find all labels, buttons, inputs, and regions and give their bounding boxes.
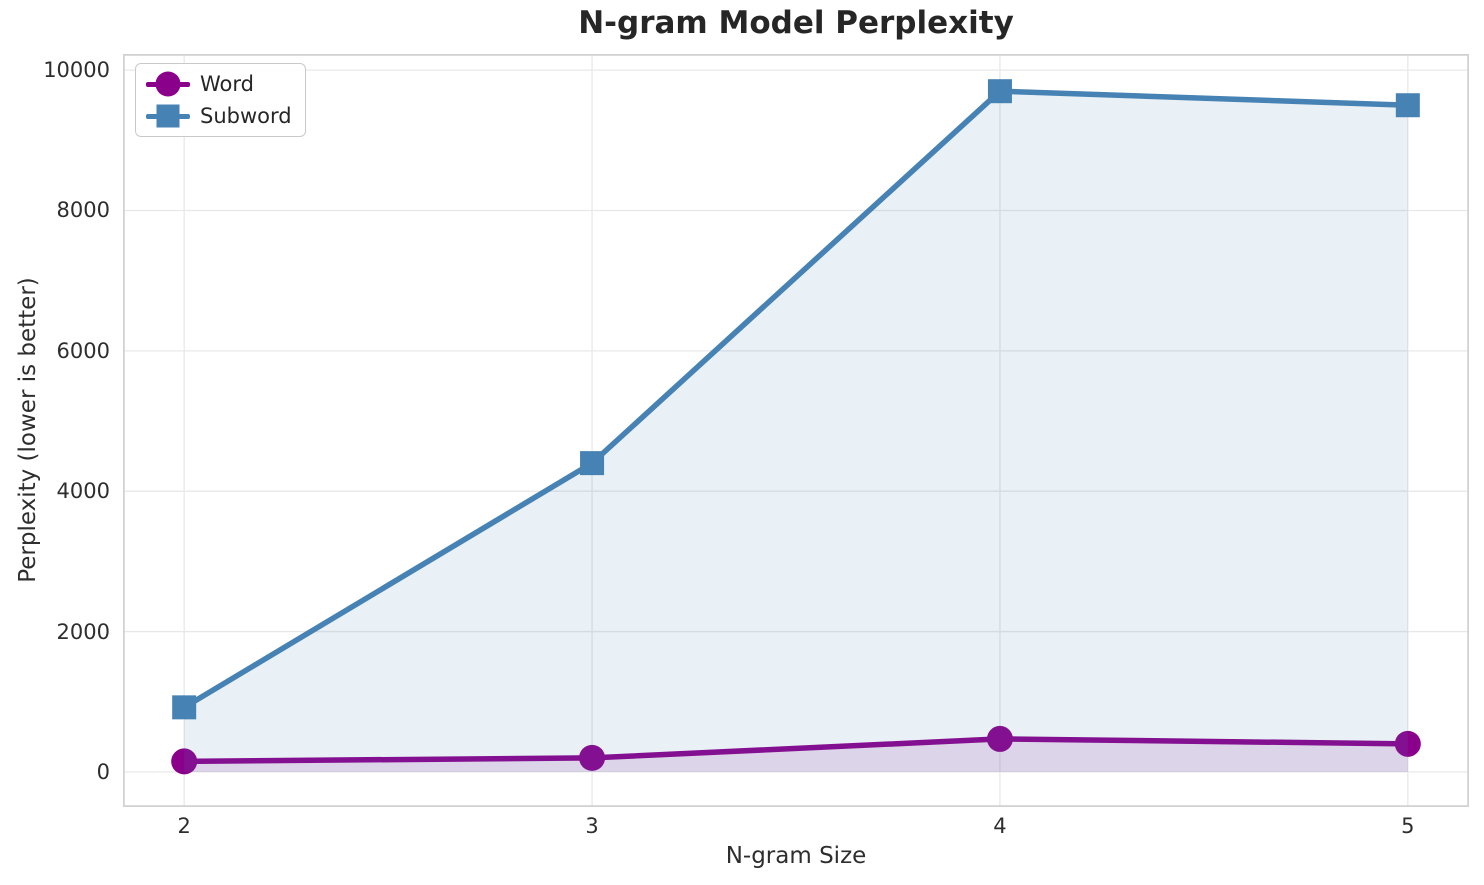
y-tick-label-6000: 6000 [56, 338, 110, 363]
marker-word-4 [986, 725, 1013, 752]
legend-label-word: Word [200, 72, 254, 96]
plot-border [123, 54, 1469, 807]
line-word [184, 736, 1408, 765]
legend-label-subword: Subword [200, 104, 292, 128]
marker-word-2 [171, 748, 198, 775]
y-tick-label-4000: 4000 [56, 479, 110, 504]
y-tick-label-2000: 2000 [56, 619, 110, 644]
line-subword [182, 88, 1408, 710]
legend-marker-sample [155, 71, 181, 97]
area-subword [184, 91, 1408, 772]
legend-word-circle-icon [146, 70, 190, 98]
legend: Word Subword [135, 63, 306, 137]
marker-subword-3 [580, 451, 605, 476]
chart-title: N-gram Model Perplexity [578, 5, 1014, 41]
marker-word-5 [1394, 730, 1421, 757]
legend-marker-sample [156, 104, 180, 128]
marker-subword-2 [172, 695, 197, 720]
area-word [184, 738, 1408, 772]
legend-subword-square-icon [146, 102, 190, 130]
x-tick-label-4: 4 [993, 814, 1007, 838]
plot-area: Word Subword [123, 54, 1469, 807]
marker-subword-4 [987, 79, 1012, 104]
y-tick-label-0: 0 [96, 759, 110, 784]
y-tick-label-10000: 10000 [43, 58, 110, 83]
legend-item-subword: Subword [146, 101, 292, 131]
y-axis-label: Perplexity (lower is better) [15, 277, 41, 583]
x-tick-label-3: 3 [585, 814, 599, 838]
marker-word-3 [579, 744, 606, 771]
x-axis-label: N-gram Size [725, 843, 867, 869]
x-tick-label-5: 5 [1401, 814, 1415, 838]
chart-canvas [123, 54, 1469, 807]
x-tick-label-2: 2 [177, 814, 191, 838]
marker-subword-5 [1395, 93, 1420, 118]
y-tick-label-8000: 8000 [56, 198, 110, 223]
legend-item-word: Word [146, 69, 292, 99]
